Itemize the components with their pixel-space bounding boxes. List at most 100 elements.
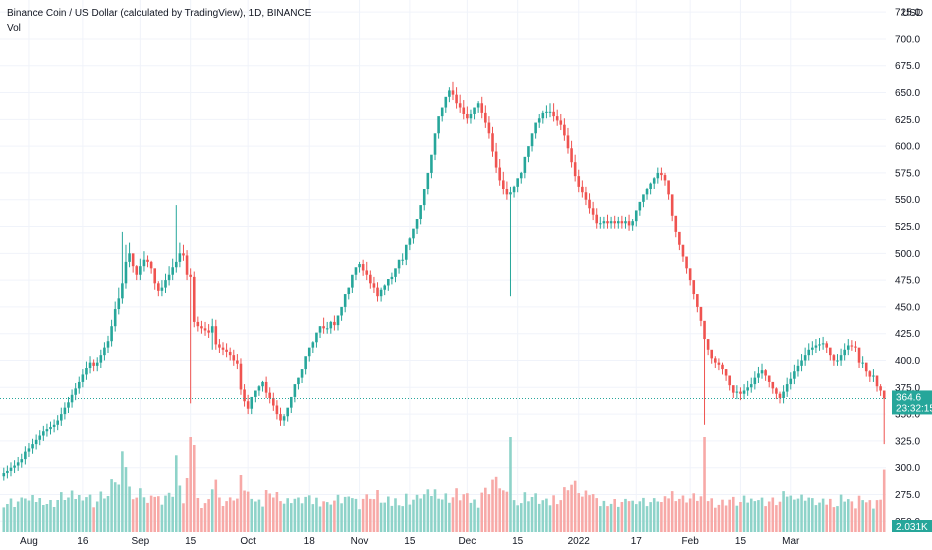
price-axis[interactable]: 250.0275.0300.0325.0350.0375.0400.0425.0… [895,8,920,528]
candle-body [778,393,782,399]
price-tick-label: 725.0 [895,8,920,19]
volume-bar [724,505,728,532]
volume-bar [149,495,153,532]
candle-body [103,347,106,356]
volume-bar [218,497,221,532]
candle-body [451,90,455,95]
candle-body [415,219,419,229]
volume-bar [239,475,243,532]
candle-body [20,459,24,463]
volume-bar [383,502,387,532]
candle-body [742,390,746,394]
time-axis[interactable]: Aug 16 Sep 15 Oct 18 Nov 15 Dec 15 2022 17 Feb 15 Mar [20,536,800,547]
volume-bar [868,500,872,532]
candle-body [753,377,757,385]
volume-bar [656,501,660,532]
candle-body [437,116,440,134]
candle-body [261,381,264,387]
candle-body [426,172,430,190]
candle-body [139,266,142,275]
candle-body [210,326,214,333]
volume-bar [735,505,739,532]
volume-bar [811,498,814,532]
volume-bar [864,502,868,532]
volume-bar [670,491,674,532]
candle-body [430,154,433,173]
candle-body [113,309,117,327]
volume-bar [257,499,261,532]
volume-bar [307,495,311,532]
volume-bar [882,469,886,532]
chart-title: Binance Coin / US Dollar (calculated by … [7,8,312,19]
volume-bar [821,498,825,532]
volume-bar [74,499,77,532]
volume-bar [286,498,289,532]
volume-bar [537,503,541,532]
volume-bar [167,492,171,532]
price-tick-label: 450.0 [895,302,920,313]
volume-bar [692,493,696,532]
candle-body [491,133,494,152]
candle-body [613,221,616,224]
volume-bar [171,496,174,532]
volume-bar [832,507,836,532]
volume-bar [63,500,67,532]
candle-body [555,116,559,121]
volume-bar [113,482,117,532]
candle-body [38,435,42,440]
candle-body [678,231,681,245]
price-tick-label: 675.0 [895,61,920,72]
volume-bar [839,494,843,532]
time-tick-label: 15 [185,536,197,547]
volume-bar [232,500,236,532]
volume-bar [696,500,699,532]
volume-bar [139,488,142,532]
candle-body [469,113,473,119]
volume-bar [9,498,13,532]
candle-body [42,431,45,436]
volume-bar [872,508,875,532]
volume-bar [85,497,88,532]
candle-body [45,429,49,432]
candle-body [746,387,749,391]
candle-body [764,370,767,376]
candle-body [857,347,861,363]
volume-bar [484,487,487,532]
candle-body [861,362,864,364]
candle-body [167,274,171,281]
volume-bar [70,490,74,532]
candle-body [767,375,771,382]
candle-body [559,120,563,125]
volume-bar [318,506,322,532]
candle-body [534,122,537,134]
candle-body [178,253,182,262]
volume-bar [433,489,437,532]
candle-body [487,122,491,134]
volume-bar [59,492,63,532]
candle-body [88,362,92,369]
volume-bar [545,498,548,532]
volume-bar [16,501,20,532]
volume-bar [458,500,462,532]
volume-bar [523,492,527,532]
candle-body [311,342,315,348]
volume-bar [767,501,771,532]
volume-bar [606,506,609,532]
volume-bar [275,492,279,532]
candle-body [325,328,329,330]
volume-bar [397,505,401,532]
volume-bar [710,498,714,532]
candle-body [864,362,868,372]
time-tick-label: Sep [131,536,149,547]
volume-bar [624,498,627,532]
candle-body [494,151,498,168]
volume-bar [645,506,649,532]
candle-body [699,306,703,321]
volume-bars [2,437,886,532]
candle-body [9,467,13,471]
volume-bar [387,496,390,532]
candle-body [34,439,38,445]
volume-bar [185,478,189,532]
candle-body [387,279,390,286]
